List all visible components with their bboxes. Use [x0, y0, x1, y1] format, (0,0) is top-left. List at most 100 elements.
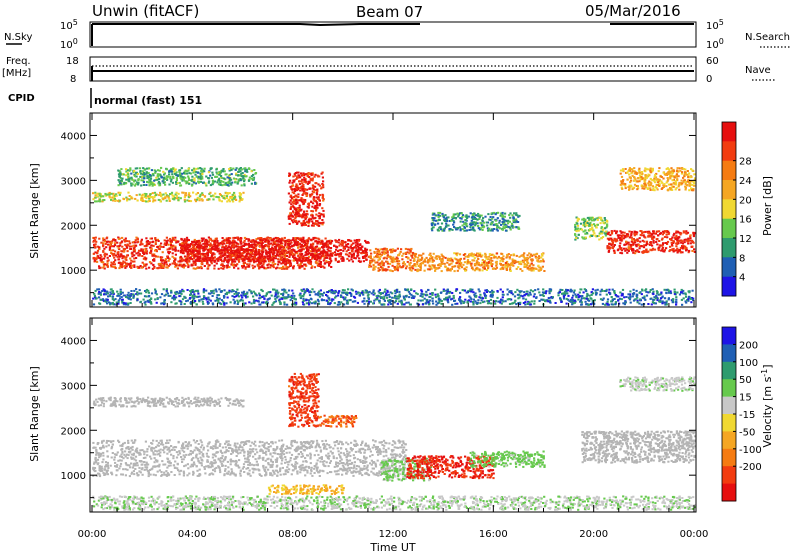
- colorbar-segment: [722, 180, 736, 200]
- x-tick-label: 20:00: [579, 529, 608, 540]
- colorbar-segment: [722, 199, 736, 220]
- colorbar-segment: [722, 160, 736, 181]
- colorbar-segment: [722, 483, 736, 502]
- x-tick-label: 16:00: [479, 529, 508, 540]
- velocity-colorbar: 200 100 50 15 -15 -50 -100 -200: [721, 326, 762, 502]
- colorbar-segment: [722, 466, 736, 485]
- echo-region: [581, 430, 697, 464]
- freq-label-line1: Freq.: [6, 56, 31, 67]
- echo-region: [619, 167, 697, 192]
- echo-region: [92, 288, 695, 306]
- cpid-value: normal (fast) 151: [94, 94, 202, 107]
- colorbar-segment: [722, 238, 736, 258]
- colorbar-tick-label: 12: [739, 234, 752, 245]
- time-axis-label: Time UT: [369, 541, 415, 554]
- power-panel: 1000 2000 3000 4000 Slant Range [km] 4 8 12 16…: [28, 112, 774, 308]
- power-echo-layer: [92, 166, 697, 306]
- echo-region: [469, 450, 546, 469]
- colorbar-tick-label: 20: [739, 195, 752, 206]
- colorbar-tick-label: 16: [739, 215, 752, 226]
- x-tick-label: 00:00: [680, 529, 709, 540]
- echo-region: [288, 372, 320, 428]
- x-tick-label: 04:00: [178, 529, 207, 540]
- freq-left-tick-bottom: 8: [70, 74, 76, 85]
- colorbar-segment: [722, 327, 736, 345]
- colorbar-segment: [722, 414, 736, 432]
- freq-panel: Freq. [MHz] 18 8 60 0 Nave: [2, 56, 775, 85]
- freq-right-tick-top: 60: [706, 56, 719, 67]
- colorbar-segment: [722, 344, 736, 363]
- colorbar-frame: [721, 121, 737, 297]
- y-tick-label: 2000: [61, 426, 86, 437]
- date-title: 05/Mar/2016: [585, 2, 681, 20]
- colorbar-segment: [722, 448, 736, 467]
- echo-region: [413, 252, 546, 273]
- colorbar-tick-label: -50: [739, 427, 755, 438]
- x-tick-label: 00:00: [78, 529, 107, 540]
- colorbar-tick-label: 8: [739, 253, 745, 264]
- colorbar-tick-label: 24: [739, 176, 752, 187]
- echo-region: [606, 229, 697, 255]
- echo-region: [92, 439, 408, 478]
- nsky-panel: N.Sky 105 100 105 100 N.Search: [4, 18, 790, 51]
- colorbar-tick-label: 4: [739, 273, 745, 284]
- velocity-colorbar-label: Velocity [m s-1]: [760, 364, 774, 447]
- echo-region: [318, 414, 358, 428]
- velocity-axes: 1000 2000 3000 4000 00:00 04:00 08:00 12:00 16:0…: [61, 317, 709, 540]
- colorbar-tick-label: 28: [739, 157, 752, 168]
- y-tick-label: 4000: [61, 131, 86, 142]
- echo-region: [117, 166, 258, 187]
- nsky-left-tick-bottom: 100: [60, 37, 78, 51]
- nsearch-label: N.Search: [745, 32, 790, 43]
- y-tick-label: 1000: [61, 266, 86, 277]
- velocity-panel: 1000 2000 3000 4000 00:00 04:00 08:00 12:00 16:0…: [28, 317, 774, 540]
- station-title: Unwin (fitACF): [92, 2, 199, 20]
- echo-region: [406, 455, 496, 480]
- colorbar-segment: [722, 257, 736, 278]
- colorbar-segment: [722, 276, 736, 297]
- power-colorbar: 4 8 12 16 20 24 28: [721, 121, 752, 297]
- cpid-panel: CPID normal (fast) 151: [8, 88, 202, 108]
- colorbar-tick-label: -200: [739, 462, 762, 473]
- velocity-plot-frame: [89, 317, 697, 513]
- y-tick-label: 1000: [61, 471, 86, 482]
- cpid-label: CPID: [8, 93, 35, 104]
- echo-region: [574, 216, 609, 241]
- colorbar-tick-label: 50: [739, 375, 752, 386]
- colorbar-segment: [722, 141, 736, 162]
- power-plot-frame: [89, 112, 697, 308]
- power-axes: 1000 2000 3000 4000: [61, 112, 696, 307]
- nsky-trace: [91, 23, 694, 46]
- power-ylabel: Slant Range [km]: [28, 163, 41, 259]
- colorbar-tick-label: 15: [739, 393, 752, 404]
- x-tick-label: 08:00: [278, 529, 307, 540]
- colorbar-tick-label: 100: [739, 358, 758, 369]
- nsky-left-tick-top: 105: [60, 18, 78, 32]
- freq-label-line2: [MHz]: [2, 68, 31, 79]
- echo-region: [287, 171, 325, 227]
- y-tick-label: 3000: [61, 176, 86, 187]
- colorbar-tick-label: -100: [739, 445, 762, 456]
- echo-region: [92, 396, 245, 408]
- freq-right-tick-bottom: 0: [706, 74, 712, 85]
- colorbar-segment: [722, 396, 736, 415]
- colorbar-tick-label: -15: [739, 410, 755, 421]
- x-tick-label: 12:00: [379, 529, 408, 540]
- echo-region: [179, 238, 370, 264]
- echo-region: [92, 191, 245, 203]
- colorbar-segment: [722, 379, 736, 398]
- velocity-ylabel: Slant Range [km]: [28, 366, 41, 462]
- colorbar-segment: [722, 431, 736, 450]
- colorbar-tick-label: 200: [739, 340, 758, 351]
- echo-region: [92, 495, 696, 511]
- echo-region: [619, 376, 697, 392]
- echo-region: [267, 484, 345, 496]
- colorbar-segment: [722, 218, 736, 239]
- velocity-echo-layer: [92, 372, 697, 511]
- colorbar-segment: [722, 361, 736, 380]
- colorbar-segment: [722, 122, 736, 142]
- nsky-right-tick-top: 105: [706, 18, 724, 32]
- nave-label: Nave: [745, 65, 771, 76]
